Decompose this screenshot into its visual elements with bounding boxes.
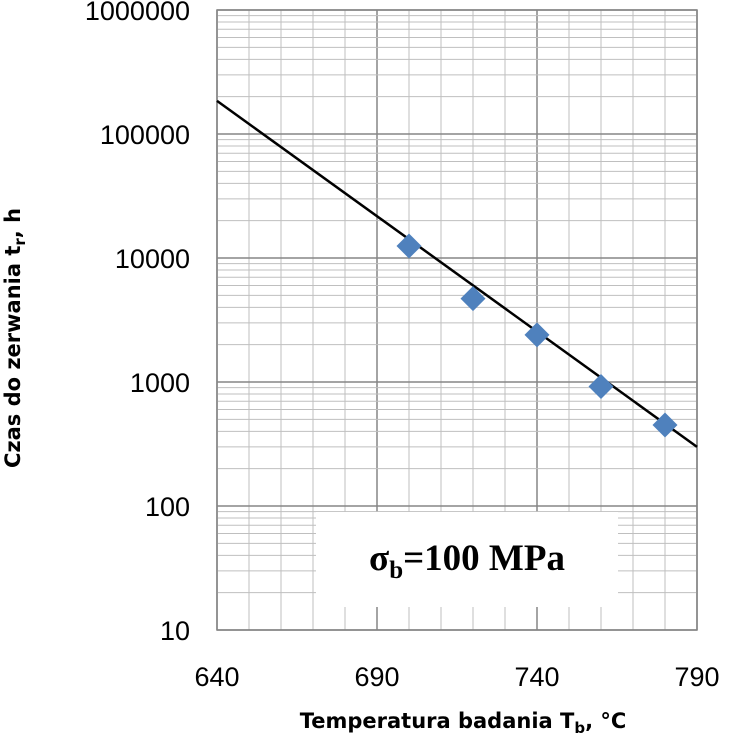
y-tick-label: 10000 (115, 244, 190, 274)
y-tick-label: 100 (145, 492, 190, 522)
x-axis-ticks: 640 690 740 790 (194, 662, 719, 692)
y-tick-label: 10 (160, 616, 190, 646)
y-axis-ticks: 10 100 1000 10000 100000 1000000 (85, 0, 190, 646)
data-point (588, 373, 614, 399)
data-point (524, 322, 550, 348)
x-tick-label: 740 (514, 662, 559, 692)
trendline (216, 99, 698, 448)
y-axis-title: Czas do zerwania tr, h (1, 208, 29, 468)
x-tick-label: 640 (194, 662, 239, 692)
y-tick-label: 1000 (130, 368, 190, 398)
data-markers (396, 233, 678, 438)
data-point (460, 286, 486, 312)
x-axis-title: Temperatura badania Tb, °C (300, 709, 627, 737)
x-tick-label: 690 (354, 662, 399, 692)
plot-area-border (216, 9, 698, 631)
y-tick-label: 100000 (100, 120, 190, 150)
data-point (396, 233, 422, 259)
y-tick-label: 1000000 (85, 0, 190, 26)
x-tick-label: 790 (674, 662, 719, 692)
data-point (652, 412, 678, 438)
annotation-box (316, 512, 618, 607)
annotation-label: σb=100 MPa (369, 538, 565, 584)
